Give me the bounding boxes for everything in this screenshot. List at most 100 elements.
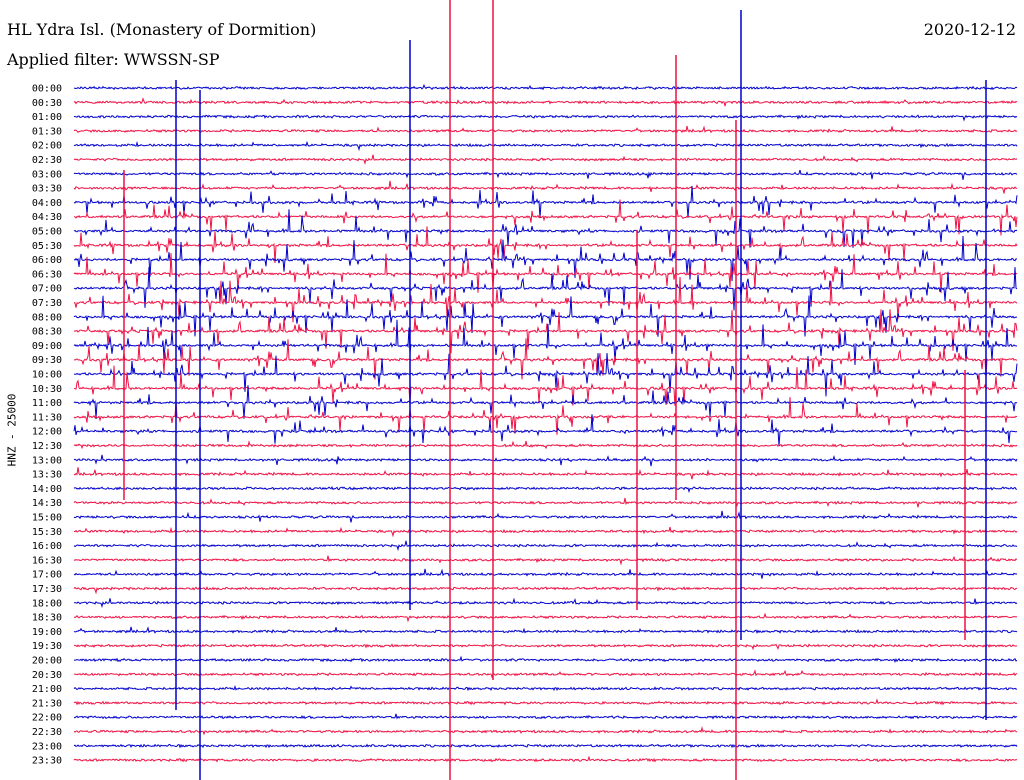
row-time-label: 11:30 (32, 412, 62, 423)
trace-line (73, 510, 1018, 523)
trace-line (73, 555, 1018, 566)
station-title: HL Ydra Isl. (Monastery of Dormition) (7, 20, 317, 39)
trace-line (73, 685, 1017, 692)
trace-line (73, 154, 1018, 166)
trace-line (73, 655, 1018, 664)
trace-line (73, 454, 1018, 467)
trace-line (73, 586, 1018, 595)
row-time-label: 00:30 (32, 98, 62, 109)
trace-line (73, 338, 1018, 380)
row-time-label: 02:00 (32, 141, 62, 152)
row-time-label: 12:30 (32, 441, 62, 452)
trace-line (73, 643, 1018, 651)
row-time-label: 10:30 (32, 384, 62, 395)
row-time-label: 19:30 (32, 641, 62, 652)
row-time-label: 12:00 (32, 427, 62, 438)
row-time-label: 08:00 (32, 312, 62, 323)
trace-line (73, 414, 1018, 447)
row-time-label: 06:00 (32, 255, 62, 266)
trace-line (73, 612, 1018, 623)
row-time-label: 17:30 (32, 584, 62, 595)
trace-line (73, 319, 1018, 366)
trace-line (73, 440, 1018, 450)
row-time-label: 18:00 (32, 598, 62, 609)
trace-line (73, 385, 1018, 419)
row-time-label: 09:30 (32, 355, 62, 366)
row-time-label: 16:30 (32, 555, 62, 566)
trace-line (73, 597, 1018, 609)
trace-line (73, 97, 1018, 107)
row-time-label: 23:30 (32, 756, 62, 767)
trace-line (73, 713, 1018, 720)
row-time-label: 01:00 (32, 112, 62, 123)
trace-line (73, 140, 1018, 152)
trace-line (73, 185, 1018, 218)
trace-line (73, 235, 1018, 282)
row-time-label: 13:30 (32, 470, 62, 481)
row-time-label: 20:00 (32, 656, 62, 667)
trace-line (73, 352, 1018, 397)
row-time-label: 03:30 (32, 184, 62, 195)
row-time-label: 03:00 (32, 169, 62, 180)
row-time-label: 15:30 (32, 527, 62, 538)
row-time-label: 19:00 (32, 627, 62, 638)
trace-line (73, 626, 1018, 634)
row-time-label: 14:00 (32, 484, 62, 495)
trace-line (73, 698, 1018, 706)
row-time-label: 21:00 (32, 684, 62, 695)
row-time-label: 22:00 (32, 713, 62, 724)
trace-line (73, 497, 1018, 508)
trace-line (73, 199, 1018, 236)
row-time-label: 11:00 (32, 398, 62, 409)
row-time-label: 20:30 (32, 670, 62, 681)
trace-line (73, 169, 1018, 180)
filter-label: Applied filter: WWSSN-SP (7, 50, 220, 69)
row-time-label: 15:00 (32, 513, 62, 524)
trace-line (73, 180, 1018, 194)
trace-line (73, 397, 1018, 435)
trace-line (73, 83, 1018, 91)
row-time-label: 23:00 (32, 741, 62, 752)
trace-line (73, 295, 1018, 337)
trace-line (73, 467, 1018, 480)
row-time-label: 09:00 (32, 341, 62, 352)
row-time-label: 08:30 (32, 327, 62, 338)
row-time-label: 14:30 (32, 498, 62, 509)
trace-line (73, 276, 1018, 323)
row-time-label: 18:30 (32, 613, 62, 624)
trace-line (73, 540, 1018, 552)
trace-line (73, 365, 1018, 406)
record-date: 2020-12-12 (923, 20, 1016, 39)
trace-line (73, 226, 1018, 264)
row-time-label: 07:30 (32, 298, 62, 309)
row-time-label: 22:30 (32, 727, 62, 738)
trace-line (73, 526, 1018, 538)
row-time-label: 06:30 (32, 269, 62, 280)
row-time-label: 04:30 (32, 212, 62, 223)
trace-line (73, 486, 1018, 494)
trace-line (73, 266, 1018, 311)
row-time-label: 07:00 (32, 284, 62, 295)
trace-line (73, 253, 1018, 294)
row-time-label: 00:00 (32, 84, 62, 95)
row-time-label: 04:00 (32, 198, 62, 209)
trace-line (73, 114, 1018, 122)
row-time-label: 16:00 (32, 541, 62, 552)
trace-line (73, 755, 1018, 763)
row-time-label: 13:00 (32, 455, 62, 466)
row-time-label: 05:00 (32, 227, 62, 238)
row-time-label: 10:00 (32, 370, 62, 381)
trace-line (73, 125, 1018, 134)
row-time-label: 05:30 (32, 241, 62, 252)
trace-line (73, 743, 1018, 749)
row-time-label: 17:00 (32, 570, 62, 581)
trace-line (73, 309, 1018, 354)
trace-line (73, 209, 1018, 248)
trace-line (73, 568, 1018, 579)
row-time-label: 21:30 (32, 698, 62, 709)
trace-line (73, 669, 1018, 679)
row-time-label: 01:30 (32, 126, 62, 137)
row-time-label: 02:30 (32, 155, 62, 166)
trace-line (73, 726, 1018, 736)
